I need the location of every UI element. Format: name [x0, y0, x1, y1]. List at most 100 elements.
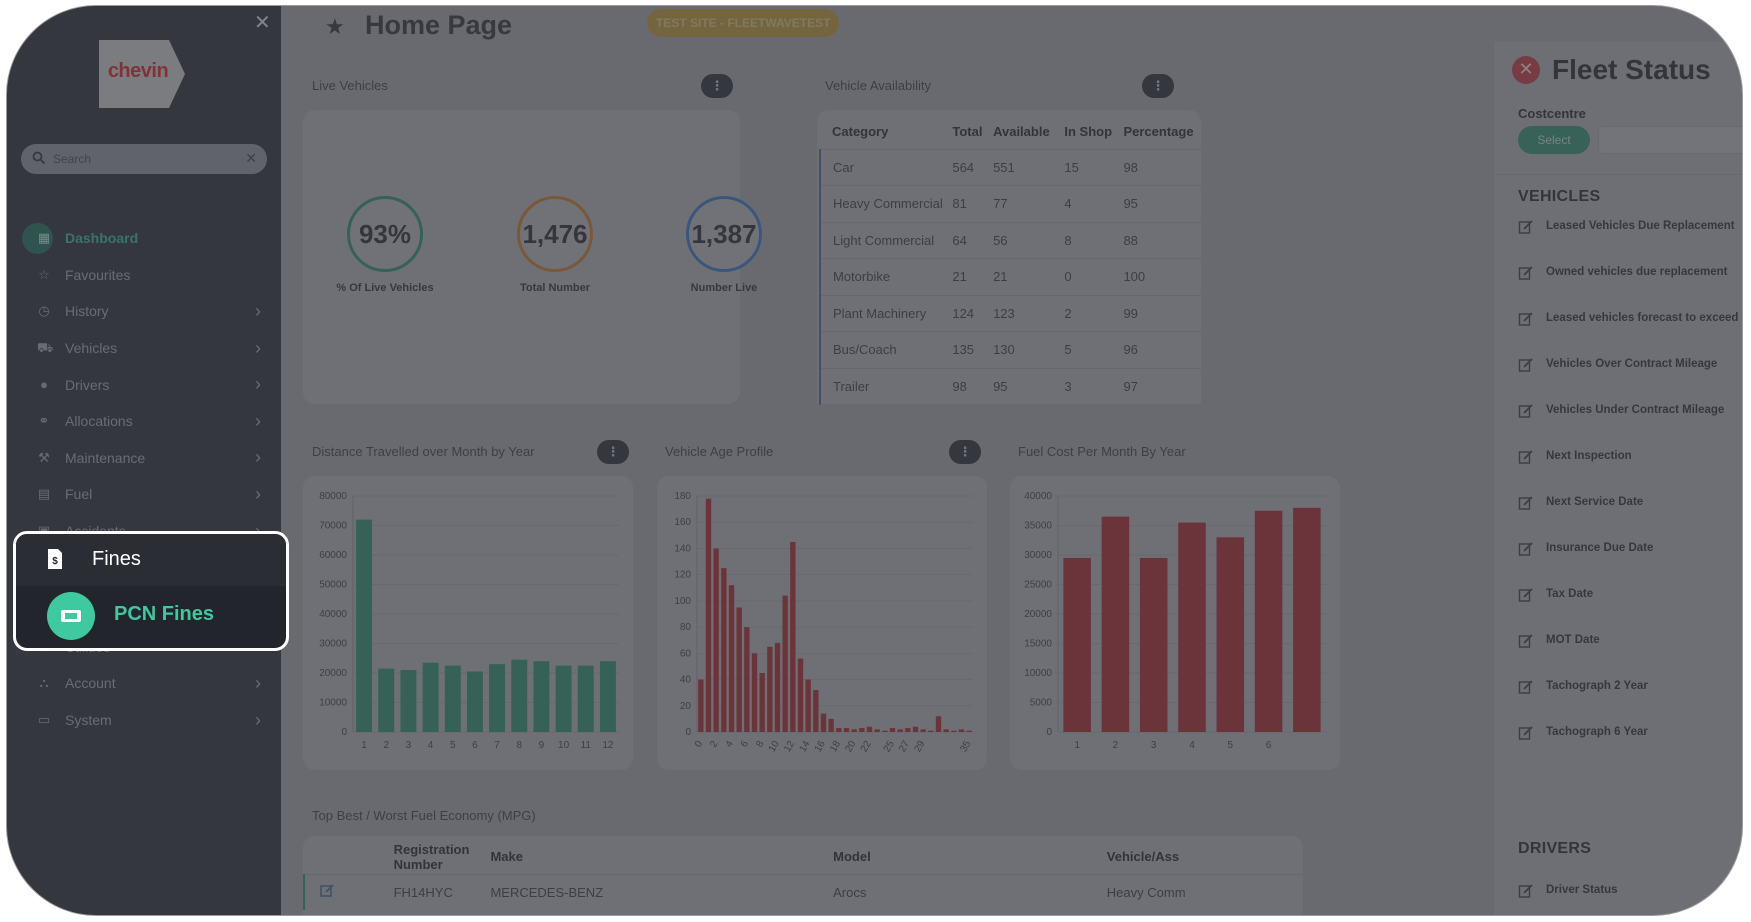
edit-icon[interactable]: [1518, 403, 1534, 419]
bar[interactable]: [928, 730, 934, 732]
bar[interactable]: [378, 668, 395, 732]
bar[interactable]: [805, 679, 811, 732]
bar[interactable]: [905, 728, 911, 732]
edit-icon[interactable]: [1518, 357, 1534, 373]
bar[interactable]: [828, 718, 834, 732]
table-row[interactable]: FH14HYC MERCEDES-BENZ Arocs Heavy Comm: [303, 873, 1303, 910]
bar[interactable]: [874, 729, 880, 732]
table-row[interactable]: Light Commercial 64 56 8 88: [820, 221, 1201, 259]
edit-icon[interactable]: [1518, 725, 1534, 741]
bar[interactable]: [533, 661, 550, 732]
edit-icon[interactable]: [1518, 883, 1534, 899]
bar[interactable]: [1139, 557, 1168, 732]
fleet-status-row[interactable]: Tachograph 2 Year000: [1494, 664, 1742, 710]
bar[interactable]: [767, 646, 773, 732]
fleet-status-row[interactable]: Tachograph 6 Year000: [1494, 710, 1742, 756]
sidebar-item-favourites[interactable]: ☆ Favourites: [7, 257, 281, 294]
age-chart-menu-button[interactable]: ⋮: [949, 440, 981, 464]
favourite-star-icon[interactable]: ★: [325, 14, 345, 39]
column-header[interactable]: Make: [490, 849, 523, 865]
distance-chart-menu-button[interactable]: ⋮: [597, 440, 629, 464]
bar[interactable]: [489, 664, 506, 732]
bar[interactable]: [935, 716, 942, 732]
bar[interactable]: [1178, 522, 1206, 732]
edit-icon[interactable]: [1518, 587, 1534, 603]
fleet-status-row[interactable]: Leased Vehicles Due Replacement0039: [1494, 204, 1742, 250]
sidebar-item-system[interactable]: ▭ System ›: [7, 702, 281, 739]
fleet-status-row[interactable]: Tax Date1360245: [1494, 572, 1742, 618]
bar[interactable]: [774, 642, 781, 732]
column-header[interactable]: Registration Number: [393, 841, 470, 872]
bar[interactable]: [866, 726, 873, 732]
bar[interactable]: [1293, 507, 1321, 732]
sidebar-item-dashboard[interactable]: ▦ Dashboard: [7, 220, 281, 257]
column-header[interactable]: Available: [993, 124, 1050, 140]
fleet-status-row[interactable]: Driver Status130: [1494, 868, 1742, 914]
bar[interactable]: [958, 729, 965, 732]
bar[interactable]: [736, 607, 742, 732]
bar[interactable]: [721, 568, 727, 732]
sidebar-item-fuel[interactable]: ▤ Fuel ›: [7, 476, 281, 513]
sidebar-item-vehicles[interactable]: ⛟ Vehicles ›: [7, 330, 281, 367]
bar[interactable]: [1063, 557, 1091, 732]
bar[interactable]: [444, 665, 461, 732]
fleet-status-row[interactable]: Vehicles Under Contract Mileage1037: [1494, 388, 1742, 434]
fleet-status-row[interactable]: Next Inspection000: [1494, 434, 1742, 480]
bar[interactable]: [859, 728, 865, 732]
table-row[interactable]: Plant Machinery 124 123 2 99: [820, 294, 1201, 332]
bar[interactable]: [356, 519, 373, 732]
bar[interactable]: [599, 661, 616, 732]
fleet-status-row[interactable]: Owned vehicles due replacement10386: [1494, 250, 1742, 296]
edit-icon[interactable]: [1518, 495, 1534, 511]
bar[interactable]: [511, 659, 528, 732]
close-sidebar-icon[interactable]: ✕: [254, 12, 271, 34]
edit-icon[interactable]: [1518, 265, 1534, 281]
column-header[interactable]: Percentage: [1123, 124, 1194, 140]
column-header[interactable]: Vehicle/Ass: [1106, 849, 1180, 865]
bar[interactable]: [851, 729, 857, 732]
bar[interactable]: [836, 728, 842, 732]
edit-icon[interactable]: [1518, 449, 1534, 465]
bar[interactable]: [951, 730, 957, 732]
costcentre-input[interactable]: [1598, 126, 1742, 154]
table-row[interactable]: Trailer 98 95 3 97: [820, 367, 1201, 405]
edit-icon[interactable]: [1518, 633, 1534, 649]
bar[interactable]: [577, 665, 594, 732]
bar[interactable]: [782, 595, 788, 732]
sidebar-item-history[interactable]: ◷ History ›: [7, 293, 281, 330]
fleet-status-row[interactable]: MOT Date301047: [1494, 618, 1742, 664]
bar[interactable]: [698, 679, 704, 732]
bar[interactable]: [797, 658, 804, 732]
bar[interactable]: [555, 665, 572, 732]
bar[interactable]: [466, 671, 483, 732]
column-header[interactable]: Category: [832, 124, 889, 140]
costcentre-select-button[interactable]: Select: [1518, 126, 1590, 154]
column-header[interactable]: Total: [952, 124, 983, 140]
edit-icon[interactable]: [1518, 541, 1534, 557]
bar[interactable]: [966, 730, 972, 732]
bar[interactable]: [897, 729, 903, 732]
bar[interactable]: [1254, 510, 1283, 732]
sidebar-item-drivers[interactable]: ● Drivers ›: [7, 366, 281, 403]
clear-search-icon[interactable]: ✕: [245, 150, 257, 166]
bar[interactable]: [751, 653, 758, 732]
sidebar-item-account[interactable]: ⛬ Account ›: [7, 665, 281, 702]
bar[interactable]: [813, 690, 819, 732]
bar[interactable]: [943, 729, 949, 732]
bar[interactable]: [843, 728, 850, 732]
column-header[interactable]: Model: [833, 849, 871, 865]
bar[interactable]: [1101, 516, 1130, 732]
edit-icon[interactable]: [303, 873, 394, 910]
table-row[interactable]: Motorbike 21 21 0 100: [820, 258, 1201, 295]
bar[interactable]: [790, 541, 796, 732]
bar[interactable]: [744, 627, 750, 732]
bar[interactable]: [920, 729, 926, 732]
bar[interactable]: [705, 498, 712, 732]
sidebar-item-allocations[interactable]: ⚭ Allocations ›: [7, 403, 281, 440]
bar[interactable]: [759, 673, 765, 732]
table-row[interactable]: Bus/Coach 135 130 5 96: [820, 331, 1201, 368]
sidebar-item-pcn-fines[interactable]: PCN Fines: [16, 586, 286, 648]
live-vehicles-menu-button[interactable]: ⋮: [701, 74, 733, 98]
column-header[interactable]: In Shop: [1064, 124, 1113, 140]
bar[interactable]: [400, 670, 417, 732]
